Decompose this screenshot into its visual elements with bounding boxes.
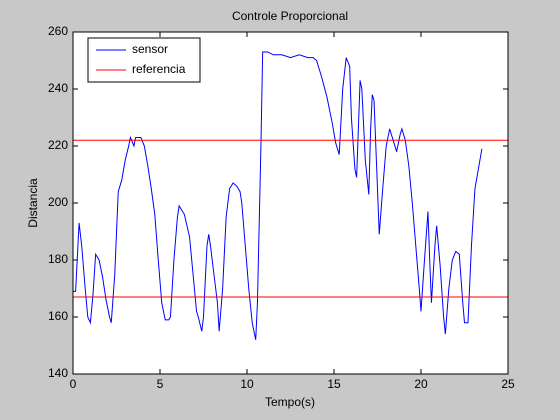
x-tick-label: 15 [327,377,341,391]
legend-label: referencia [132,62,186,76]
legend: sensor referencia [87,37,201,83]
y-axis-label: Distancia [26,178,40,228]
legend-label: sensor [132,42,168,56]
axes-box [72,31,509,375]
x-tick-label: 20 [414,377,428,391]
y-tick-label: 140 [48,366,68,380]
x-axis-label: Tempo(s) [265,395,315,409]
y-tick-label: 160 [48,309,68,323]
data-line [73,51,483,340]
x-tick-label: 25 [501,377,515,391]
data-line [73,139,508,298]
x-tick-label: 10 [240,377,254,391]
x-tick-label: 0 [70,377,77,391]
y-tick-label: 200 [48,195,68,209]
legend-box [87,37,201,83]
y-tick-label: 180 [48,252,68,266]
x-tick-label: 5 [157,377,164,391]
y-tick-label: 220 [48,138,68,152]
plot-area [73,32,508,374]
chart-title: Controle Proporcional [232,9,348,23]
y-tick-label: 260 [48,24,68,38]
y-tick-label: 240 [48,81,68,95]
